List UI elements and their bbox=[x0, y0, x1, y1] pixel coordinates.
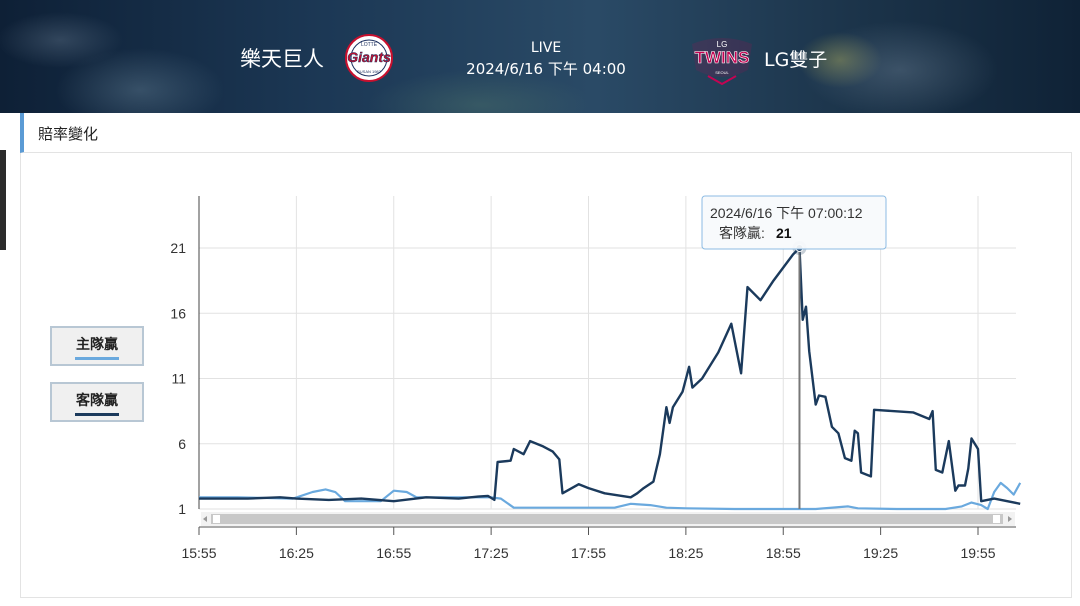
svg-text:TWINS: TWINS bbox=[695, 48, 750, 67]
scrollbar-right-grip bbox=[993, 515, 1000, 523]
legend-home-win-button[interactable]: 主隊贏 bbox=[50, 326, 144, 366]
legend-home-win-swatch bbox=[75, 357, 119, 360]
match-header: 樂天巨人 LOTTE Giants BUSAN 1982 LIVE 2024/6… bbox=[0, 0, 1080, 113]
svg-text:LOTTE: LOTTE bbox=[361, 42, 378, 48]
odds-section-header: 賠率變化 bbox=[20, 113, 1072, 153]
svg-text:Giants: Giants bbox=[347, 49, 391, 65]
chart-panel bbox=[20, 153, 1072, 598]
svg-text:LG: LG bbox=[717, 40, 728, 49]
away-team-name: LG雙子 bbox=[764, 49, 828, 71]
match-datetime: 2024/6/16 下午 04:00 bbox=[466, 60, 626, 78]
home-team-name: 樂天巨人 bbox=[240, 47, 324, 71]
legend-home-win-label: 主隊贏 bbox=[76, 337, 118, 353]
scroll-right-arrow-icon[interactable] bbox=[1008, 516, 1012, 522]
legend-away-win-label: 客隊贏 bbox=[76, 393, 118, 409]
legend-away-win-button[interactable]: 客隊贏 bbox=[50, 382, 144, 422]
scrollbar-left-grip bbox=[213, 515, 220, 523]
section-title: 賠率變化 bbox=[38, 125, 99, 143]
svg-text:SEOUL: SEOUL bbox=[715, 70, 729, 75]
scroll-left-arrow-icon[interactable] bbox=[203, 516, 207, 522]
page-edge-strip bbox=[0, 150, 6, 250]
scrollbar-thumb[interactable] bbox=[211, 514, 1003, 524]
live-status: LIVE bbox=[530, 40, 562, 56]
twins-logo: LG TWINS SEOUL bbox=[692, 38, 752, 86]
giants-logo: LOTTE Giants BUSAN 1982 bbox=[345, 34, 393, 82]
svg-text:BUSAN 1982: BUSAN 1982 bbox=[357, 69, 382, 74]
legend-away-win-swatch bbox=[75, 413, 119, 416]
